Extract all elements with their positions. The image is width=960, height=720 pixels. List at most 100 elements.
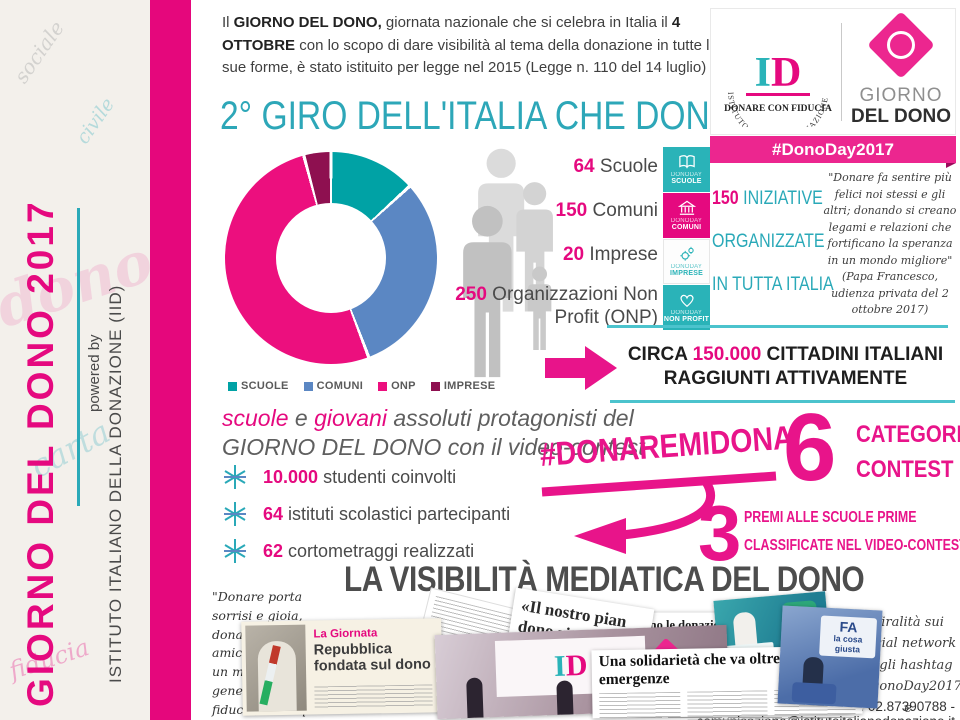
badge-brand: DONODAY	[670, 172, 703, 178]
badge-label: IMPRESE	[670, 270, 703, 277]
iniziative-number: 150	[712, 187, 739, 209]
stat-value: 20	[562, 244, 585, 265]
pope-quote: "Donare fa sentire più felici noi stessi…	[822, 170, 958, 319]
stat-value: 10.000	[263, 466, 319, 487]
contest-stat-text: 64 istituti scolastici partecipanti	[263, 504, 510, 525]
asterisk-icon	[224, 502, 246, 526]
prizes-line2: CLASSIFICATE NEL VIDEO-CONTEST	[744, 536, 960, 554]
badge-brand: DONODAY	[670, 310, 703, 316]
accent-bar	[150, 0, 191, 720]
page-title: 2° GIRO DELL'ITALIA CHE DONA	[220, 94, 733, 138]
stat-label: cortometraggi realizzati	[283, 540, 475, 561]
legend-swatch	[430, 381, 440, 391]
caption-text: assoluti protagonisti del	[386, 405, 634, 431]
legend-item: ONP	[378, 380, 416, 392]
iniziative-line1: 150 INIZIATIVE	[712, 177, 823, 220]
stat-value: 62	[263, 540, 284, 561]
badge-label: COMUNI	[671, 224, 702, 231]
legend-swatch	[228, 381, 237, 391]
stage-logo-d: D	[565, 648, 589, 683]
categories-line2: CONTEST	[856, 455, 954, 483]
contest-stat-row: 64 istituti scolastici partecipanti	[222, 501, 510, 527]
donoday-hashtag: #DonoDay2017	[772, 140, 894, 159]
legend-item: IMPRESE	[430, 380, 496, 392]
badge-brand: DONODAY	[670, 264, 703, 270]
contest-stat-row: 10.000 studenti coinvolti	[222, 464, 456, 490]
contest-stat-text: 10.000 studenti coinvolti	[263, 467, 456, 488]
arrow-right-icon	[545, 346, 617, 390]
organization-name-vertical: ISTITUTO ITALIANO DELLA DONAZIONE (IID)	[106, 284, 125, 683]
bank-icon	[677, 200, 696, 215]
stat-onp: 250 Organizzazioni Non Profit (ONP)	[430, 284, 658, 330]
gears-icon	[679, 246, 694, 261]
caption-line2: GIORNO DEL DONO con il video-contest	[222, 433, 645, 460]
svg-text:ID: ID	[755, 50, 802, 96]
logo-card: ISTITUTO ITALIANO DONAZIONE ID DONARE CO…	[710, 8, 956, 135]
iniziative-block: 150 INIZIATIVE ORGANIZZATE IN TUTTA ITAL…	[712, 177, 834, 306]
reach-text: CITTADINI ITALIANI	[761, 344, 944, 365]
gdd-line2: DEL DONO	[851, 106, 951, 127]
legend-swatch	[303, 381, 313, 391]
diamond-icon	[867, 11, 935, 79]
stat-imprese: 20 Imprese	[430, 244, 658, 267]
legend-swatch	[378, 381, 388, 391]
protagonists-caption: scuole e giovani assoluti protagonisti d…	[222, 404, 645, 462]
pope-photo	[245, 624, 307, 712]
newspaper-article-giornata: La Giornata Repubblica fondata sul dono	[241, 618, 443, 716]
stat-value: 250	[455, 284, 487, 305]
event-title-vertical: GIORNO DEL DONO 2017	[20, 199, 61, 707]
iniziative-line2: ORGANIZZATE	[712, 229, 825, 252]
iid-logo: ISTITUTO ITALIANO DONAZIONE ID DONARE CO…	[724, 50, 832, 127]
contest-stat-row: 62 cortometraggi realizzati	[222, 538, 474, 564]
asterisk-icon	[224, 539, 246, 563]
iid-letter-i: I	[755, 50, 771, 96]
stat-label: Organizzazioni Non Profit (ONP)	[486, 284, 658, 328]
legend-label: SCUOLE	[241, 380, 289, 392]
intro-bold: GIORNO DEL DONO,	[233, 14, 382, 31]
intro-text: Il	[222, 14, 234, 31]
asterisk-icon	[224, 465, 246, 489]
reach-number: 150.000	[692, 344, 762, 365]
article-kicker: La Giornata	[313, 627, 378, 641]
stat-value: 64	[573, 156, 595, 177]
giorno-del-dono-logo: GIORNO DEL DONO	[847, 9, 955, 136]
donoday-ribbon: #DonoDay2017	[710, 136, 956, 168]
stat-scuole: 64 Scuole	[430, 156, 658, 179]
legend-label: IMPRESE	[443, 380, 496, 392]
chart-legend: SCUOLE COMUNI ONP IMPRESE	[228, 380, 495, 392]
article-headline: Repubblica fondata sul dono	[313, 641, 431, 675]
underline-arrow-icon	[541, 471, 777, 554]
prizes-label: PREMI ALLE SCUOLE PRIME CLASSIFICATE NEL…	[744, 504, 960, 560]
heart-icon	[679, 294, 694, 308]
gdd-line1: GIORNO	[859, 85, 943, 106]
press-collage: «Il nostro pian dono ricev da co Riparto…	[240, 587, 883, 720]
prizes-number: 3	[698, 489, 742, 577]
categories-number: 6	[783, 394, 837, 501]
tv-show-logo: FA la cosa giusta	[819, 615, 878, 659]
stat-label: Comuni	[587, 200, 658, 221]
stat-value: 64	[263, 503, 284, 524]
badge-scuole: DONODAY SCUOLE	[663, 147, 710, 192]
badge-comuni: DONODAY COMUNI	[663, 193, 710, 238]
legend-label: ONP	[391, 380, 416, 392]
quote-text: "Donare fa sentire più felici noi stessi…	[823, 171, 957, 267]
legend-label: COMUNI	[316, 380, 364, 392]
tv-screenshot-fa: FA la cosa giusta	[777, 605, 883, 709]
contest-stat-text: 62 cortometraggi realizzati	[263, 541, 474, 562]
intro-bold: 4 OTTOBRE	[222, 14, 681, 54]
iid-tagline: DONARE CON FIDUCIA	[724, 104, 832, 114]
categories-line1: CATEGORIE	[856, 421, 960, 448]
donut-chart	[225, 152, 437, 364]
iniziative-text: INIZIATIVE	[738, 187, 823, 209]
highlight-giovani: giovani	[314, 405, 387, 431]
stat-label: studenti coinvolti	[318, 466, 457, 487]
divider	[77, 208, 80, 506]
book-icon	[678, 155, 695, 169]
iniziative-line3: IN TUTTA ITALIA	[712, 272, 834, 295]
stat-comuni: 150 Comuni	[430, 200, 658, 223]
legend-item: SCUOLE	[228, 380, 289, 392]
badge-imprese: DONODAY IMPRESE	[663, 239, 710, 284]
intro-text: giornata nazionale che si celebra in Ita…	[381, 14, 672, 31]
divider	[607, 325, 948, 328]
